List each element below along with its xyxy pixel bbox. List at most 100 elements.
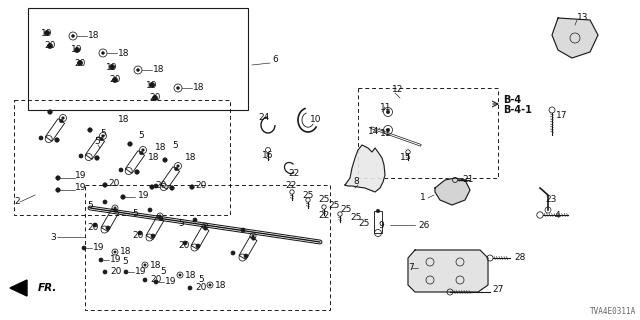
Text: 25: 25 xyxy=(318,196,330,204)
Circle shape xyxy=(188,286,192,290)
Circle shape xyxy=(144,264,146,266)
Circle shape xyxy=(141,149,144,151)
Circle shape xyxy=(209,284,211,286)
Circle shape xyxy=(114,251,116,253)
Circle shape xyxy=(231,251,235,255)
Circle shape xyxy=(82,246,86,250)
Text: 20: 20 xyxy=(155,180,166,189)
Circle shape xyxy=(72,35,74,37)
Text: 20: 20 xyxy=(110,268,122,276)
Text: 6: 6 xyxy=(272,55,278,65)
Text: 5: 5 xyxy=(122,258,128,267)
Text: 20: 20 xyxy=(132,231,143,241)
Text: 25: 25 xyxy=(328,202,339,211)
Circle shape xyxy=(244,254,248,258)
Text: 22: 22 xyxy=(318,211,329,220)
Text: 18: 18 xyxy=(118,49,129,58)
Circle shape xyxy=(128,142,132,146)
Circle shape xyxy=(93,223,97,227)
Text: 19: 19 xyxy=(41,28,52,37)
Circle shape xyxy=(143,278,147,282)
Text: 11: 11 xyxy=(380,129,392,138)
Text: 24: 24 xyxy=(258,114,269,123)
Text: 5: 5 xyxy=(138,131,144,140)
Circle shape xyxy=(170,186,174,190)
Circle shape xyxy=(113,77,118,83)
Circle shape xyxy=(252,235,254,237)
Circle shape xyxy=(150,185,154,189)
Text: B-4-1: B-4-1 xyxy=(503,105,532,115)
Text: 28: 28 xyxy=(514,253,525,262)
Circle shape xyxy=(45,30,49,36)
Circle shape xyxy=(204,227,207,230)
Text: 20: 20 xyxy=(108,179,120,188)
Circle shape xyxy=(376,209,380,213)
Text: 20: 20 xyxy=(44,42,56,51)
Text: 22: 22 xyxy=(285,181,296,190)
Circle shape xyxy=(386,128,390,132)
Circle shape xyxy=(103,183,108,187)
Circle shape xyxy=(103,270,107,274)
Text: 25: 25 xyxy=(350,213,362,222)
Text: 5: 5 xyxy=(132,210,138,219)
Circle shape xyxy=(102,135,104,137)
Circle shape xyxy=(77,60,83,66)
Text: 25: 25 xyxy=(302,190,314,199)
Text: 25: 25 xyxy=(340,205,351,214)
Text: 19: 19 xyxy=(135,268,147,276)
Circle shape xyxy=(60,119,63,123)
Circle shape xyxy=(56,188,60,192)
Text: 18: 18 xyxy=(215,281,227,290)
Text: 20: 20 xyxy=(109,76,120,84)
Circle shape xyxy=(148,208,152,212)
Text: 14: 14 xyxy=(368,127,380,137)
Circle shape xyxy=(183,241,187,245)
Text: 20: 20 xyxy=(150,276,161,284)
Text: 19: 19 xyxy=(138,190,150,199)
Circle shape xyxy=(99,258,103,262)
Text: 13: 13 xyxy=(577,13,589,22)
Polygon shape xyxy=(10,280,27,296)
Polygon shape xyxy=(408,250,488,292)
Text: 19: 19 xyxy=(75,183,86,193)
Circle shape xyxy=(109,65,115,69)
Text: FR.: FR. xyxy=(38,283,58,293)
Text: 5: 5 xyxy=(87,202,93,211)
Circle shape xyxy=(163,158,167,162)
Text: 25: 25 xyxy=(358,220,369,228)
Text: 4: 4 xyxy=(555,211,561,220)
Polygon shape xyxy=(552,18,598,58)
Text: 18: 18 xyxy=(118,116,129,124)
Circle shape xyxy=(204,225,206,227)
Text: 20: 20 xyxy=(195,284,206,292)
Text: 19: 19 xyxy=(75,171,86,180)
Text: 18: 18 xyxy=(148,154,159,163)
Circle shape xyxy=(177,165,179,167)
Circle shape xyxy=(193,218,197,222)
Circle shape xyxy=(102,52,104,54)
Circle shape xyxy=(39,136,43,140)
Text: 18: 18 xyxy=(150,260,161,269)
Text: 20: 20 xyxy=(74,59,85,68)
Circle shape xyxy=(386,110,390,114)
Text: 20: 20 xyxy=(149,93,161,102)
Text: 19: 19 xyxy=(110,255,122,265)
Text: 19: 19 xyxy=(146,81,157,90)
Text: 5: 5 xyxy=(100,129,106,138)
Text: 15: 15 xyxy=(400,153,412,162)
Text: 18: 18 xyxy=(155,143,166,153)
Circle shape xyxy=(55,138,60,142)
Text: 17: 17 xyxy=(556,110,568,119)
Circle shape xyxy=(159,215,161,217)
Polygon shape xyxy=(435,178,470,205)
Circle shape xyxy=(196,244,200,248)
Circle shape xyxy=(61,117,64,119)
Circle shape xyxy=(151,234,155,238)
Text: 18: 18 xyxy=(120,247,131,257)
Text: 22: 22 xyxy=(288,169,300,178)
Circle shape xyxy=(114,209,117,212)
Text: 19: 19 xyxy=(71,45,83,54)
Text: 26: 26 xyxy=(418,220,429,229)
Text: 5: 5 xyxy=(94,138,100,147)
Circle shape xyxy=(135,170,140,174)
